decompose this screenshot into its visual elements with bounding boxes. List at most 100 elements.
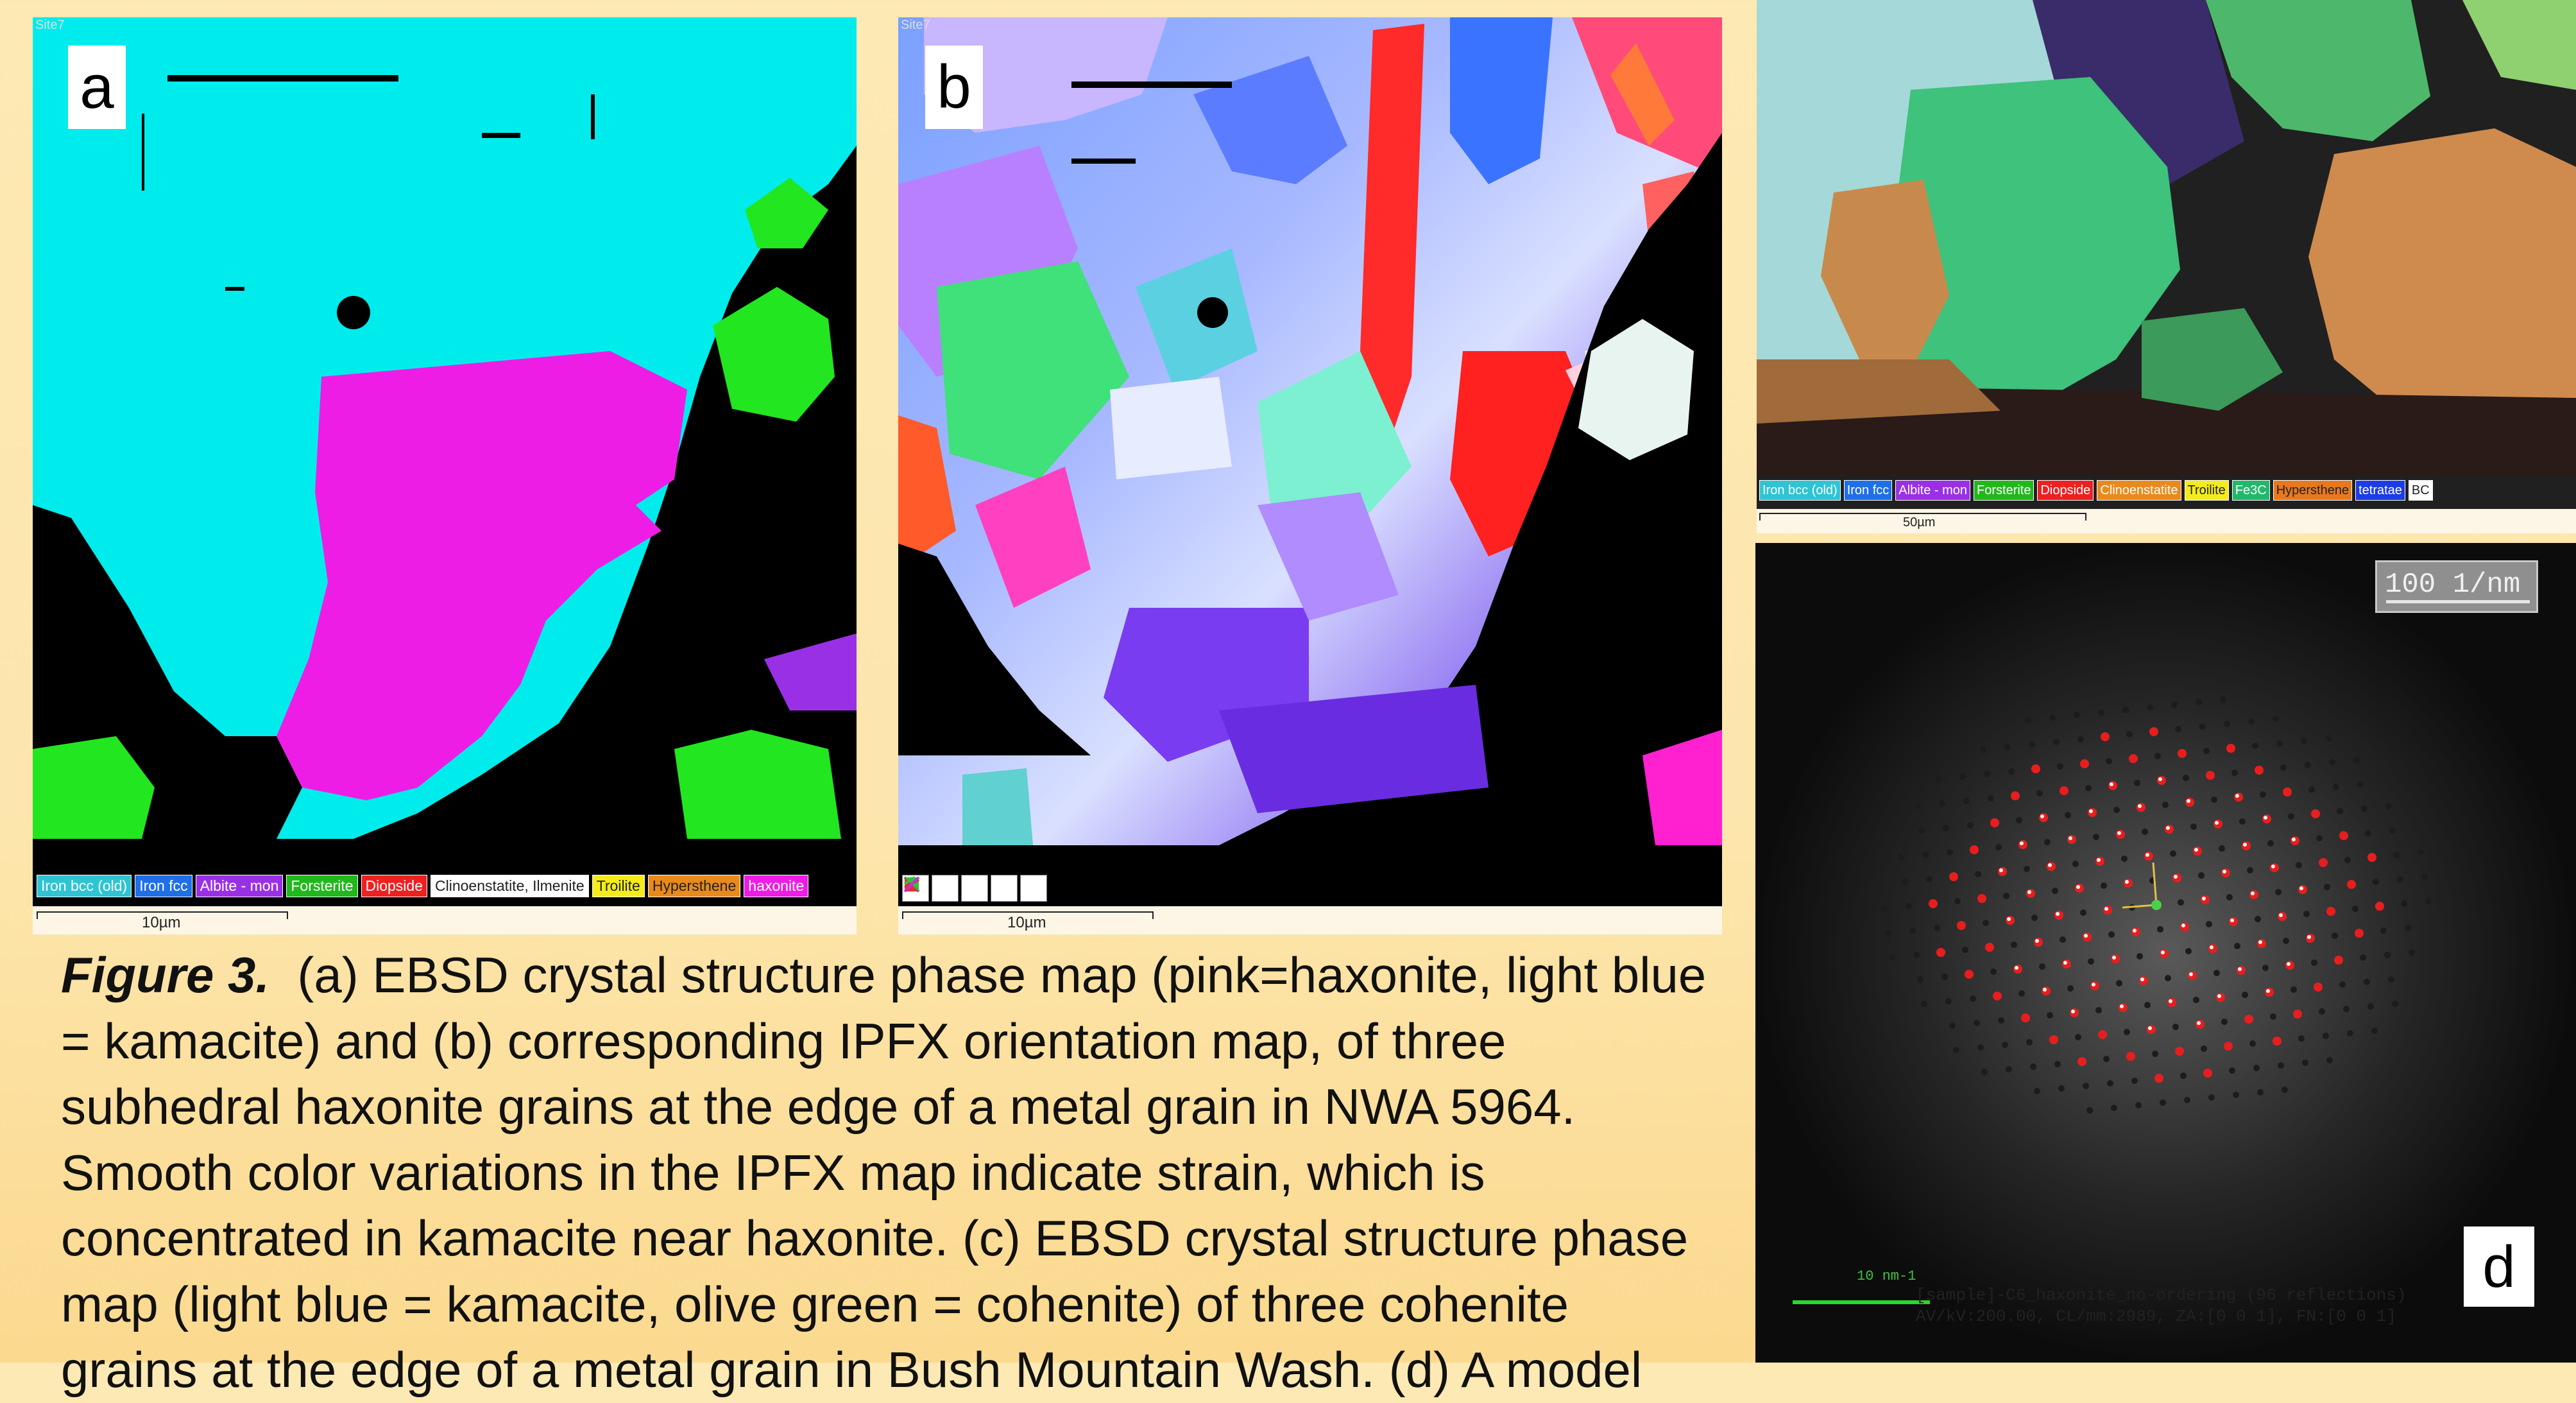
diffraction-scale-bar: 100 1/nm: [2375, 560, 2538, 613]
diffraction-spot-highlight: [2092, 983, 2095, 986]
diffraction-spot: [2052, 888, 2058, 894]
diffraction-spot-highlight: [2048, 863, 2052, 867]
diffraction-spot: [1935, 776, 1941, 782]
caption-line-3: subhedral haxonite grains at the edge of…: [61, 1078, 1576, 1135]
diffraction-spot: [2047, 1012, 2053, 1019]
scale-label-a: 10µm: [142, 914, 181, 931]
diffraction-spot-highlight: [2117, 831, 2121, 835]
diffraction-spot: [2234, 943, 2240, 949]
diffraction-spot: [2211, 796, 2217, 803]
panel-c-legend-item: Clinoenstatite: [2097, 480, 2181, 501]
diffraction-spot: [2221, 1019, 2228, 1025]
diffraction-spot: [1981, 1069, 1988, 1075]
panel-label-d: d: [2464, 1227, 2534, 1307]
diffraction-spot-highlight: [2148, 1026, 2152, 1030]
diffraction-spot: [2098, 1030, 2107, 1039]
diffraction-spot: [1922, 852, 1929, 858]
diffraction-spot-highlight: [2189, 972, 2193, 976]
diffraction-spot: [1945, 998, 1952, 1004]
orientation-map-b-image: [898, 17, 1722, 906]
diffraction-spot: [2262, 965, 2269, 971]
diffraction-spot: [1902, 879, 1908, 885]
diffraction-spot: [2149, 727, 2158, 736]
diffraction-spot: [2226, 744, 2235, 753]
diffraction-spot: [1929, 899, 1938, 908]
panel-a-legend-item: Hypersthene: [647, 875, 741, 897]
diffraction-spot-highlight: [2110, 782, 2113, 786]
diffraction-spot: [1953, 1047, 1959, 1053]
diffraction-spot: [2319, 1008, 2325, 1015]
diffraction-spot: [2170, 850, 2176, 857]
scale-strip-c: 50µm: [1757, 509, 2576, 533]
diffraction-spot: [2054, 1061, 2061, 1067]
diffraction-spot: [2255, 766, 2264, 775]
diffraction-spot: [1962, 947, 1968, 953]
diffraction-spot: [2339, 831, 2348, 840]
diffraction-spot-highlight: [2076, 885, 2080, 889]
diffraction-spot: [2249, 1040, 2256, 1047]
diffraction-spot: [2160, 1099, 2166, 1106]
diffraction-spot: [2384, 952, 2391, 958]
scale-bar-c: [1759, 513, 2086, 521]
diffraction-spot-highlight: [2027, 890, 2031, 894]
diffraction-spot: [2154, 753, 2161, 759]
diffraction-spot: [2283, 938, 2289, 944]
diffraction-spot: [2229, 1067, 2235, 1074]
diffraction-spot: [1934, 925, 1940, 931]
diffraction-spot-highlight: [2043, 988, 2047, 992]
diffraction-spot-highlight: [2210, 945, 2213, 949]
diffraction-spot: [1977, 894, 1986, 903]
diffraction-spot: [1984, 771, 1990, 777]
diffraction-spot: [2098, 709, 2104, 716]
diffraction-spot: [2255, 916, 2261, 922]
diffraction-spot: [2011, 942, 2017, 948]
diffraction-spot: [2425, 898, 2432, 904]
diffraction-spot: [2409, 949, 2415, 956]
diffraction-spot: [1967, 822, 1974, 829]
diffraction-scale-line: [2386, 600, 2530, 603]
diffraction-spot: [1941, 974, 1948, 980]
diffraction-spot: [1988, 795, 1994, 802]
diffraction-spot: [2401, 900, 2407, 907]
diffraction-spot: [2248, 718, 2255, 725]
diffraction-spot: [2154, 1074, 2163, 1083]
diffraction-spot: [1990, 968, 1997, 975]
panel-a-legend-item: Iron bcc (old): [37, 875, 132, 897]
diffraction-spot: [2252, 743, 2258, 749]
diffraction-spot-highlight: [2104, 907, 2108, 911]
panel-c-phase-map: Iron bcc (old) Iron fcc Albite - mon Forste…: [1757, 0, 2576, 509]
diffraction-spot: [2093, 834, 2099, 840]
diffraction-spot: [2364, 979, 2370, 985]
diffraction-spot: [2275, 889, 2282, 895]
diffraction-spot-highlight: [2040, 814, 2044, 818]
diffraction-spot: [2065, 812, 2071, 818]
diffraction-spot: [1965, 970, 1974, 979]
diffraction-spot: [2296, 862, 2302, 868]
diffraction-spot: [2057, 763, 2063, 770]
diffraction-spot-highlight: [2235, 794, 2239, 798]
diffraction-spot: [1915, 803, 1921, 809]
panel-c-legend-item: Fe3C: [2231, 480, 2270, 501]
diffraction-spot: [2031, 764, 2040, 773]
diffraction-spot-highlight: [2174, 875, 2178, 879]
diffraction-spot-highlight: [2217, 994, 2221, 998]
diffraction-spot: [2135, 1102, 2142, 1108]
caption-line-4: Smooth color variations in the IPFX map …: [61, 1144, 1485, 1201]
diffraction-spot-highlight: [2015, 966, 2018, 970]
phase-map-c-image: [1757, 0, 2576, 509]
diffraction-spot: [2367, 1003, 2374, 1010]
panel-b-orientation-map: Site7 b: [898, 17, 1722, 906]
figure-label: Figure 3.: [61, 947, 270, 1003]
diffraction-spot: [2247, 867, 2253, 874]
diffraction-spot: [2206, 771, 2215, 780]
diffraction-spot: [2303, 911, 2310, 917]
diffraction-spot: [2360, 954, 2366, 961]
diffraction-spot: [1936, 948, 1945, 957]
ipf-key-icon-2: [906, 875, 959, 902]
diffraction-spot: [2183, 775, 2189, 781]
panel-a-legend-item: Iron fcc: [135, 875, 192, 897]
diffraction-spot: [2034, 1088, 2040, 1094]
diffraction-spot: [2418, 849, 2424, 856]
scale-strip-b: 10µm: [898, 906, 1722, 934]
diffraction-spot: [2088, 958, 2094, 965]
